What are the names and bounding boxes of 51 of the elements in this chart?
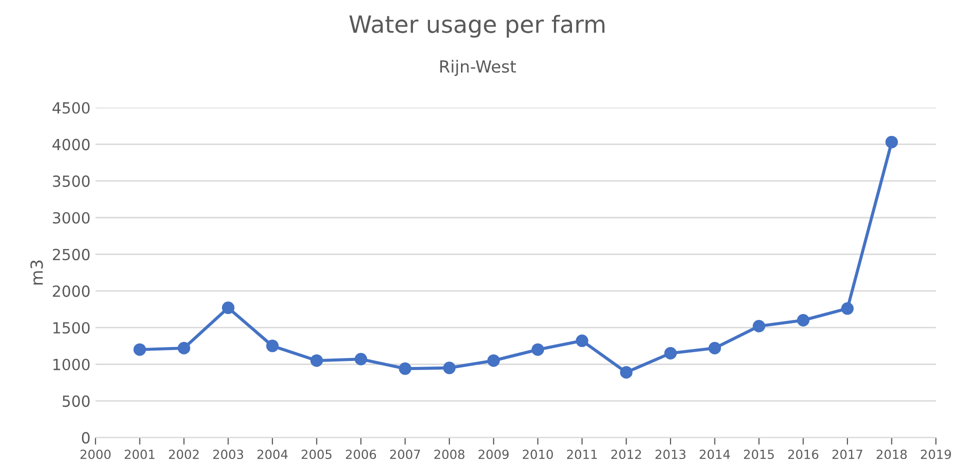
point: [532, 343, 544, 356]
point: [443, 362, 456, 374]
x-tick-label: 2018: [876, 450, 907, 460]
y-axis-title: m3: [30, 260, 43, 285]
y-tick-label: 1000: [53, 358, 90, 370]
point: [885, 136, 898, 148]
x-tick-label: 2003: [213, 450, 244, 460]
x-tick-label: 2006: [346, 450, 376, 460]
point: [398, 362, 412, 375]
y-tick-label: 500: [62, 395, 90, 407]
point: [620, 366, 633, 379]
y-tick-label: 0: [82, 432, 90, 444]
x-tick-label: 2004: [257, 450, 288, 460]
x-tick-label: 2009: [478, 450, 509, 460]
x-tick-label: 2014: [700, 450, 730, 460]
point: [222, 302, 234, 314]
x-tick-label: 2015: [744, 450, 774, 460]
chart-subtitle: Rijn-West: [440, 60, 516, 76]
point: [133, 343, 146, 356]
point: [178, 342, 190, 354]
y-tick-label: 3000: [52, 212, 90, 224]
x-tick-label: 2002: [168, 450, 199, 460]
x-tick-label: 2019: [920, 450, 951, 460]
y-tick-label: 4500: [52, 102, 90, 114]
x-tick-label: 2012: [611, 450, 641, 460]
chart-title: Water usage per farm: [349, 14, 604, 38]
point: [752, 320, 766, 332]
x-tick-label: 2017: [832, 450, 862, 460]
x-tick-label: 2011: [567, 450, 597, 460]
point: [841, 302, 854, 315]
point: [796, 314, 810, 327]
y-tick-label: 4000: [52, 138, 90, 150]
point: [354, 352, 368, 366]
x-tick-label: 2010: [522, 450, 553, 460]
point: [487, 354, 500, 367]
y-tick-label: 2000: [52, 285, 90, 297]
point: [708, 342, 721, 354]
point: [310, 354, 323, 367]
x-tick-label: 2013: [656, 450, 686, 460]
point: [664, 347, 677, 360]
y-tick-label: 1500: [53, 322, 90, 334]
x-tick-label: 2001: [124, 450, 154, 460]
x-tick-label: 2005: [302, 450, 332, 460]
point: [576, 334, 588, 348]
point: [266, 340, 279, 352]
y-tick-label: 3500: [52, 175, 90, 187]
x-tick-label: 2008: [434, 450, 464, 460]
y-tick-label: 2500: [52, 248, 90, 260]
x-tick-label: 2007: [390, 450, 420, 460]
x-tick-label: 2016: [788, 450, 818, 460]
x-tick-label: 2000: [80, 450, 111, 460]
